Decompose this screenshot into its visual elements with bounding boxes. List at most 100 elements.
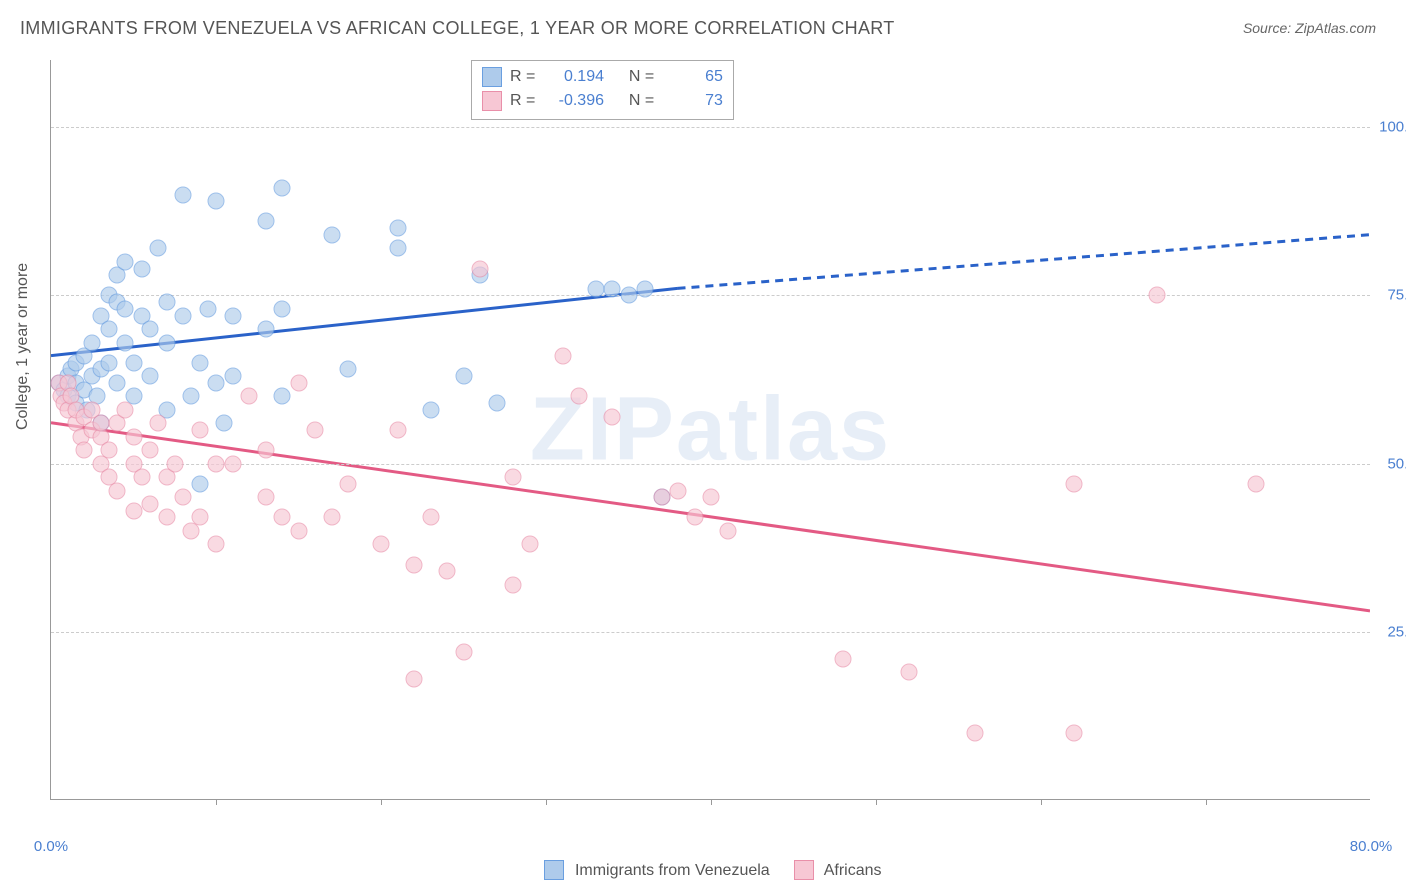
scatter-point-africans bbox=[142, 496, 159, 513]
y-tick-label: 25.0% bbox=[1387, 623, 1406, 640]
scatter-point-africans bbox=[1247, 475, 1264, 492]
r-value-africans: -0.396 bbox=[548, 89, 604, 113]
y-tick-label: 50.0% bbox=[1387, 455, 1406, 472]
x-tick-mark bbox=[1041, 799, 1042, 805]
scatter-point-africans bbox=[175, 489, 192, 506]
scatter-point-venezuela bbox=[422, 401, 439, 418]
gridline-h bbox=[51, 632, 1370, 633]
scatter-point-venezuela bbox=[100, 321, 117, 338]
scatter-point-africans bbox=[406, 670, 423, 687]
x-tick-mark bbox=[876, 799, 877, 805]
scatter-point-africans bbox=[257, 442, 274, 459]
scatter-point-venezuela bbox=[224, 307, 241, 324]
y-axis-label: College, 1 year or more bbox=[14, 263, 32, 430]
scatter-point-venezuela bbox=[175, 186, 192, 203]
scatter-point-africans bbox=[835, 650, 852, 667]
trendline bbox=[678, 235, 1370, 289]
scatter-point-africans bbox=[150, 415, 167, 432]
scatter-point-venezuela bbox=[208, 374, 225, 391]
scatter-point-africans bbox=[901, 664, 918, 681]
r-label: R = bbox=[510, 89, 540, 113]
scatter-point-venezuela bbox=[158, 294, 175, 311]
scatter-point-africans bbox=[406, 556, 423, 573]
scatter-point-africans bbox=[719, 522, 736, 539]
x-tick-label: 0.0% bbox=[34, 838, 68, 855]
scatter-point-venezuela bbox=[274, 388, 291, 405]
scatter-point-africans bbox=[604, 408, 621, 425]
trendlines-svg bbox=[51, 60, 1370, 799]
y-tick-label: 75.0% bbox=[1387, 287, 1406, 304]
scatter-point-africans bbox=[241, 388, 258, 405]
n-value-venezuela: 65 bbox=[667, 65, 723, 89]
bottom-legend: Immigrants from Venezuela Africans bbox=[0, 860, 1406, 882]
x-tick-mark bbox=[216, 799, 217, 805]
scatter-point-africans bbox=[472, 260, 489, 277]
x-tick-mark bbox=[711, 799, 712, 805]
scatter-point-africans bbox=[1066, 475, 1083, 492]
stats-legend-box: R = 0.194 N = 65 R = -0.396 N = 73 bbox=[471, 60, 734, 120]
scatter-point-africans bbox=[208, 536, 225, 553]
scatter-point-africans bbox=[191, 422, 208, 439]
gridline-h bbox=[51, 464, 1370, 465]
scatter-point-venezuela bbox=[340, 361, 357, 378]
x-tick-label: 80.0% bbox=[1350, 838, 1393, 855]
scatter-point-venezuela bbox=[637, 280, 654, 297]
scatter-point-venezuela bbox=[208, 193, 225, 210]
scatter-point-venezuela bbox=[117, 300, 134, 317]
scatter-point-venezuela bbox=[389, 240, 406, 257]
scatter-point-africans bbox=[142, 442, 159, 459]
x-tick-mark bbox=[381, 799, 382, 805]
scatter-point-venezuela bbox=[455, 368, 472, 385]
scatter-point-africans bbox=[76, 442, 93, 459]
scatter-point-africans bbox=[670, 482, 687, 499]
scatter-point-venezuela bbox=[158, 334, 175, 351]
n-label: N = bbox=[629, 65, 659, 89]
scatter-point-venezuela bbox=[191, 354, 208, 371]
stats-row-venezuela: R = 0.194 N = 65 bbox=[482, 65, 723, 89]
scatter-point-africans bbox=[373, 536, 390, 553]
scatter-point-venezuela bbox=[117, 334, 134, 351]
scatter-point-venezuela bbox=[109, 374, 126, 391]
gridline-h bbox=[51, 295, 1370, 296]
scatter-point-venezuela bbox=[216, 415, 233, 432]
scatter-point-venezuela bbox=[323, 226, 340, 243]
scatter-point-africans bbox=[389, 422, 406, 439]
r-value-venezuela: 0.194 bbox=[548, 65, 604, 89]
source-attribution: Source: ZipAtlas.com bbox=[1243, 20, 1376, 36]
scatter-point-venezuela bbox=[84, 334, 101, 351]
scatter-point-africans bbox=[703, 489, 720, 506]
scatter-point-africans bbox=[166, 455, 183, 472]
legend-swatch-venezuela bbox=[544, 860, 564, 880]
n-label: N = bbox=[629, 89, 659, 113]
scatter-point-africans bbox=[571, 388, 588, 405]
chart-title: IMMIGRANTS FROM VENEZUELA VS AFRICAN COL… bbox=[20, 18, 895, 39]
scatter-point-venezuela bbox=[257, 321, 274, 338]
scatter-point-africans bbox=[224, 455, 241, 472]
scatter-point-africans bbox=[307, 422, 324, 439]
scatter-point-africans bbox=[967, 724, 984, 741]
n-value-africans: 73 bbox=[667, 89, 723, 113]
scatter-point-africans bbox=[554, 348, 571, 365]
r-label: R = bbox=[510, 65, 540, 89]
scatter-point-venezuela bbox=[117, 253, 134, 270]
scatter-point-africans bbox=[290, 522, 307, 539]
scatter-point-venezuela bbox=[620, 287, 637, 304]
scatter-point-venezuela bbox=[125, 354, 142, 371]
scatter-point-africans bbox=[340, 475, 357, 492]
scatter-point-venezuela bbox=[142, 368, 159, 385]
legend-label-venezuela: Immigrants from Venezuela bbox=[575, 862, 770, 879]
scatter-point-venezuela bbox=[389, 220, 406, 237]
scatter-point-venezuela bbox=[224, 368, 241, 385]
scatter-point-africans bbox=[109, 482, 126, 499]
x-tick-mark bbox=[546, 799, 547, 805]
scatter-point-africans bbox=[323, 509, 340, 526]
scatter-point-africans bbox=[1066, 724, 1083, 741]
swatch-africans bbox=[482, 91, 502, 111]
scatter-point-venezuela bbox=[191, 475, 208, 492]
scatter-point-africans bbox=[117, 401, 134, 418]
scatter-point-venezuela bbox=[274, 300, 291, 317]
scatter-point-venezuela bbox=[488, 395, 505, 412]
scatter-point-venezuela bbox=[100, 354, 117, 371]
scatter-point-venezuela bbox=[199, 300, 216, 317]
scatter-point-africans bbox=[208, 455, 225, 472]
